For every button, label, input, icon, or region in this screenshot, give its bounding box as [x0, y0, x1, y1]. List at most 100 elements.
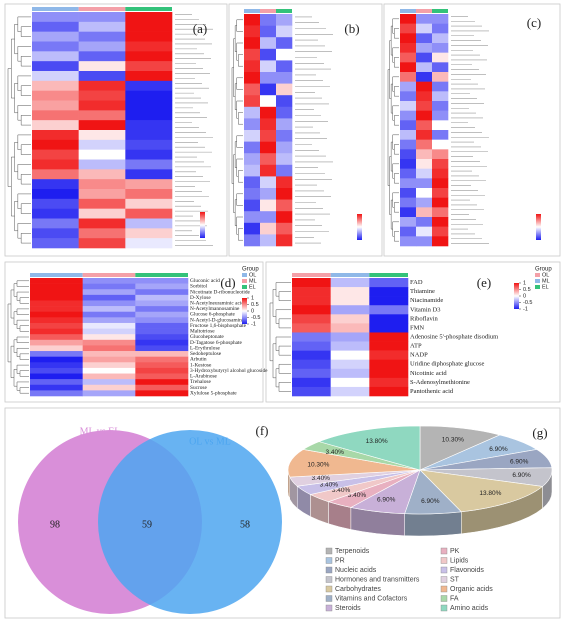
dendrogram: [236, 77, 243, 90]
heat-cell: [416, 110, 433, 121]
color-tick-label: 1: [523, 280, 526, 286]
dendrogram: [16, 280, 29, 287]
heat-cell: [260, 141, 277, 154]
heat-cell: [330, 332, 370, 342]
heat-cell: [416, 72, 433, 82]
heat-cell: [82, 328, 136, 335]
dendrogram: [390, 83, 393, 114]
legend-swatch: [440, 585, 448, 593]
heat-cell: [416, 43, 433, 53]
heat-cell: [30, 356, 83, 363]
heat-cell: [78, 130, 126, 141]
pie-value-label: 10.30%: [442, 437, 464, 444]
color-tick-label: 0.5: [251, 302, 259, 308]
dendrogram: [20, 174, 31, 185]
heat-cell: [30, 345, 83, 352]
panel-label: (d): [220, 275, 235, 290]
heat-cell: [330, 305, 370, 315]
row-label: Glucoheptonate: [190, 334, 224, 340]
heat-cell: [432, 168, 449, 179]
group-strip: [292, 273, 331, 277]
dendrogram: [238, 54, 243, 67]
dendrogram: [236, 19, 243, 32]
heat-cell: [32, 120, 79, 131]
heat-cell: [330, 359, 370, 370]
dendrogram: [269, 302, 273, 362]
heat-cell: [276, 222, 293, 235]
dendrogram: [272, 289, 276, 317]
row-label: Adenosine 5'-phosphate disodium: [410, 333, 498, 340]
color-tick-label: 0: [523, 293, 526, 299]
dendrogram: [17, 16, 31, 32]
legend-swatch: [535, 273, 540, 277]
group-strip: [244, 9, 260, 13]
legend-swatch: [535, 279, 540, 283]
heat-cell: [260, 95, 277, 108]
heat-cell: [78, 100, 126, 111]
heat-cell: [432, 178, 449, 189]
legend-swatch: [242, 273, 247, 277]
heat-cell: [416, 33, 433, 44]
legend-label: Flavonoids: [450, 567, 484, 574]
dendrogram: [236, 135, 243, 148]
row-label: Maltotriose: [190, 329, 215, 335]
legend-title: Group: [535, 267, 552, 273]
dendrogram: [394, 173, 399, 184]
heat-cell: [30, 306, 83, 313]
heat-cell: [416, 188, 433, 198]
heat-cell: [276, 141, 293, 154]
legend-label: Carbohydrates: [335, 586, 381, 593]
legend-title: Group: [242, 267, 259, 273]
row-label: N-Acetylmannosamine: [190, 306, 240, 312]
heat-cell: [125, 169, 173, 180]
heat-cell: [135, 367, 189, 374]
heat-cell: [78, 61, 126, 72]
legend-swatch: [325, 585, 333, 593]
legend-label: PK: [450, 548, 460, 555]
heat-cell: [244, 234, 261, 247]
group-strip: [125, 7, 172, 11]
heat-cell: [125, 149, 173, 160]
dendrogram: [20, 203, 31, 214]
heat-cell: [416, 207, 433, 218]
heat-cell: [32, 238, 79, 249]
legend-label: Organic acids: [450, 586, 493, 593]
panel-label: (c): [527, 15, 541, 30]
dendrogram: [10, 345, 14, 378]
dendrogram: [13, 339, 17, 353]
heat-cell: [400, 81, 417, 92]
pie-value-label: 6.90%: [512, 472, 531, 479]
dendrogram: [238, 170, 243, 183]
dendrogram: [390, 141, 393, 172]
legend-label: Terpenoids: [335, 548, 370, 555]
legend-swatch: [440, 566, 448, 574]
heat-cell: [30, 317, 83, 324]
heat-cell: [330, 296, 370, 306]
heat-cell: [78, 71, 126, 82]
heat-cell: [125, 21, 173, 32]
heat-cell: [78, 238, 126, 249]
heat-cell: [125, 130, 173, 141]
heat-cell: [330, 386, 370, 397]
heat-cell: [135, 384, 189, 391]
heat-cell: [125, 80, 173, 91]
row-label: ATP: [410, 343, 422, 350]
heat-cell: [369, 350, 409, 360]
pie-value-label: 3.40%: [332, 487, 351, 494]
heat-cell: [78, 198, 126, 209]
heat-cell: [416, 120, 433, 131]
dendrogram: [272, 343, 276, 379]
heat-cell: [400, 72, 417, 82]
row-label: Gluconic acid: [190, 278, 220, 284]
heat-cell: [260, 14, 277, 26]
heat-cell: [276, 199, 293, 212]
heat-cell: [82, 356, 136, 363]
heat-cell: [432, 188, 449, 198]
heat-cell: [400, 197, 417, 208]
heat-cell: [125, 31, 173, 42]
heat-cell: [416, 159, 433, 169]
row-label: D-Tagatose 6-phosphate: [190, 340, 242, 346]
dendrogram: [236, 158, 243, 177]
heat-cell: [276, 176, 293, 189]
heat-cell: [432, 91, 449, 102]
